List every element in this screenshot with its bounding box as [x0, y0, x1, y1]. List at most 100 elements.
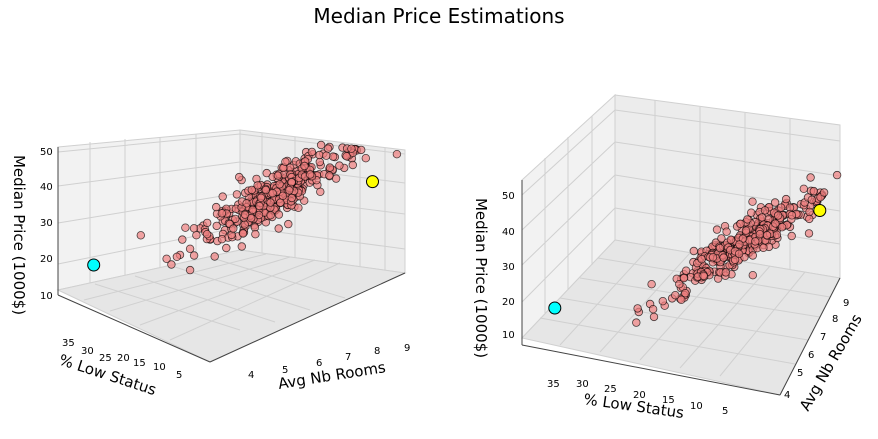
left-y-tick: 15: [133, 358, 146, 369]
scatter-point: [202, 229, 212, 239]
scatter-point: [178, 235, 187, 244]
scatter-point: [300, 161, 309, 171]
scatter-point: [787, 231, 796, 241]
left-x-tick: 5: [282, 365, 288, 376]
scatter-point: [751, 237, 760, 246]
scatter-point: [307, 147, 317, 157]
scatter-point: [681, 266, 691, 275]
scatter-point: [730, 255, 740, 264]
right-x-tick: 20: [633, 390, 646, 401]
scatter-point: [294, 203, 303, 212]
scatter-point: [809, 186, 818, 196]
scatter-point: [736, 219, 745, 228]
scatter-point: [266, 210, 275, 220]
scatter-point: [253, 181, 262, 190]
scatter-point: [181, 223, 190, 232]
scatter-point: [771, 219, 780, 228]
right-z-ticks: 10 20 30 40 50: [502, 191, 515, 341]
scatter-point: [325, 171, 334, 180]
left-z-ticks: 10 20 30 40 50: [40, 147, 53, 302]
scatter-point: [262, 168, 271, 178]
highlight-point: [813, 204, 827, 217]
right-y-tick: 7: [820, 332, 826, 343]
scatter-point: [715, 243, 725, 253]
scatter-point: [757, 213, 767, 222]
right-x-tick: 25: [604, 384, 617, 395]
scatter-point: [647, 280, 656, 289]
right-y-ticks: 4 5 6 7 8 9: [784, 298, 849, 401]
scatter-point: [275, 180, 284, 189]
scatter-point: [741, 226, 751, 235]
scatter-point: [274, 210, 284, 219]
scatter-point: [261, 185, 270, 195]
scatter-point: [315, 150, 324, 160]
scatter-point: [240, 210, 250, 219]
left-x-tick: 8: [374, 346, 380, 357]
scatter-point: [781, 194, 791, 204]
scatter-point: [212, 221, 221, 231]
scatter-point: [806, 173, 815, 182]
scatter-point: [240, 220, 249, 229]
scatter-point: [306, 170, 315, 179]
scatter-point: [231, 214, 240, 224]
right-grid: [521, 100, 841, 377]
scatter-point: [255, 201, 264, 211]
left-z-tick: 30: [40, 218, 53, 229]
scatter-point: [807, 195, 816, 204]
right-scatter-points: [548, 170, 842, 327]
right-y-tick: 5: [797, 368, 803, 379]
scatter-point: [717, 234, 726, 243]
left-x-tick: 7: [345, 352, 351, 363]
right-z-tick: 20: [502, 297, 515, 308]
left-z-tick: 50: [40, 147, 53, 158]
scatter-point: [747, 208, 756, 217]
scatter-point: [189, 251, 199, 260]
scatter-point: [211, 202, 221, 212]
scatter-point: [278, 191, 288, 200]
scatter-point: [185, 265, 195, 275]
scatter-point: [172, 252, 182, 261]
scatter-point: [335, 161, 344, 170]
scatter-point: [162, 254, 171, 263]
scatter-point: [254, 210, 264, 220]
scatter-point: [323, 144, 333, 153]
scatter-point: [189, 224, 199, 233]
left-x-tick: 4: [248, 370, 254, 381]
scatter-point: [748, 251, 757, 260]
scatter-point: [648, 305, 658, 314]
left-y-tick: 10: [153, 362, 166, 373]
right-y-tick: 8: [832, 314, 838, 325]
scatter-point: [218, 192, 227, 201]
scatter-point: [726, 235, 736, 244]
scatter-point: [251, 229, 260, 239]
right-x-tick: 5: [722, 406, 728, 417]
scatter-point: [787, 211, 797, 220]
right-x-tick: 30: [576, 379, 589, 390]
scatter-point: [677, 295, 686, 304]
scatter-point: [805, 214, 814, 224]
scatter-point: [689, 246, 698, 256]
scatter-point: [268, 188, 277, 198]
scatter-point: [247, 185, 256, 195]
right-x-ticks: 35 30 25 20 15 10 5: [547, 379, 728, 417]
right-z-tick: 50: [502, 191, 515, 202]
scatter-point: [748, 197, 757, 206]
scatter-point: [287, 177, 296, 187]
scatter-point: [287, 193, 296, 203]
scatter-point: [232, 190, 242, 199]
scatter-point: [357, 145, 366, 155]
scatter-point: [735, 240, 744, 249]
scatter-point: [229, 224, 238, 233]
scatter-point: [649, 312, 659, 322]
scatter-point: [238, 229, 248, 238]
scatter-point: [222, 243, 231, 253]
scatter-point: [315, 157, 324, 167]
right-x-tick: 10: [690, 401, 703, 412]
scatter-point: [681, 289, 690, 298]
left-scatter-points: [87, 140, 402, 275]
scatter-point: [719, 253, 728, 262]
scatter-point: [679, 274, 689, 283]
scatter-point: [632, 318, 641, 327]
scatter-point: [832, 170, 842, 180]
scatter-point: [217, 209, 227, 218]
